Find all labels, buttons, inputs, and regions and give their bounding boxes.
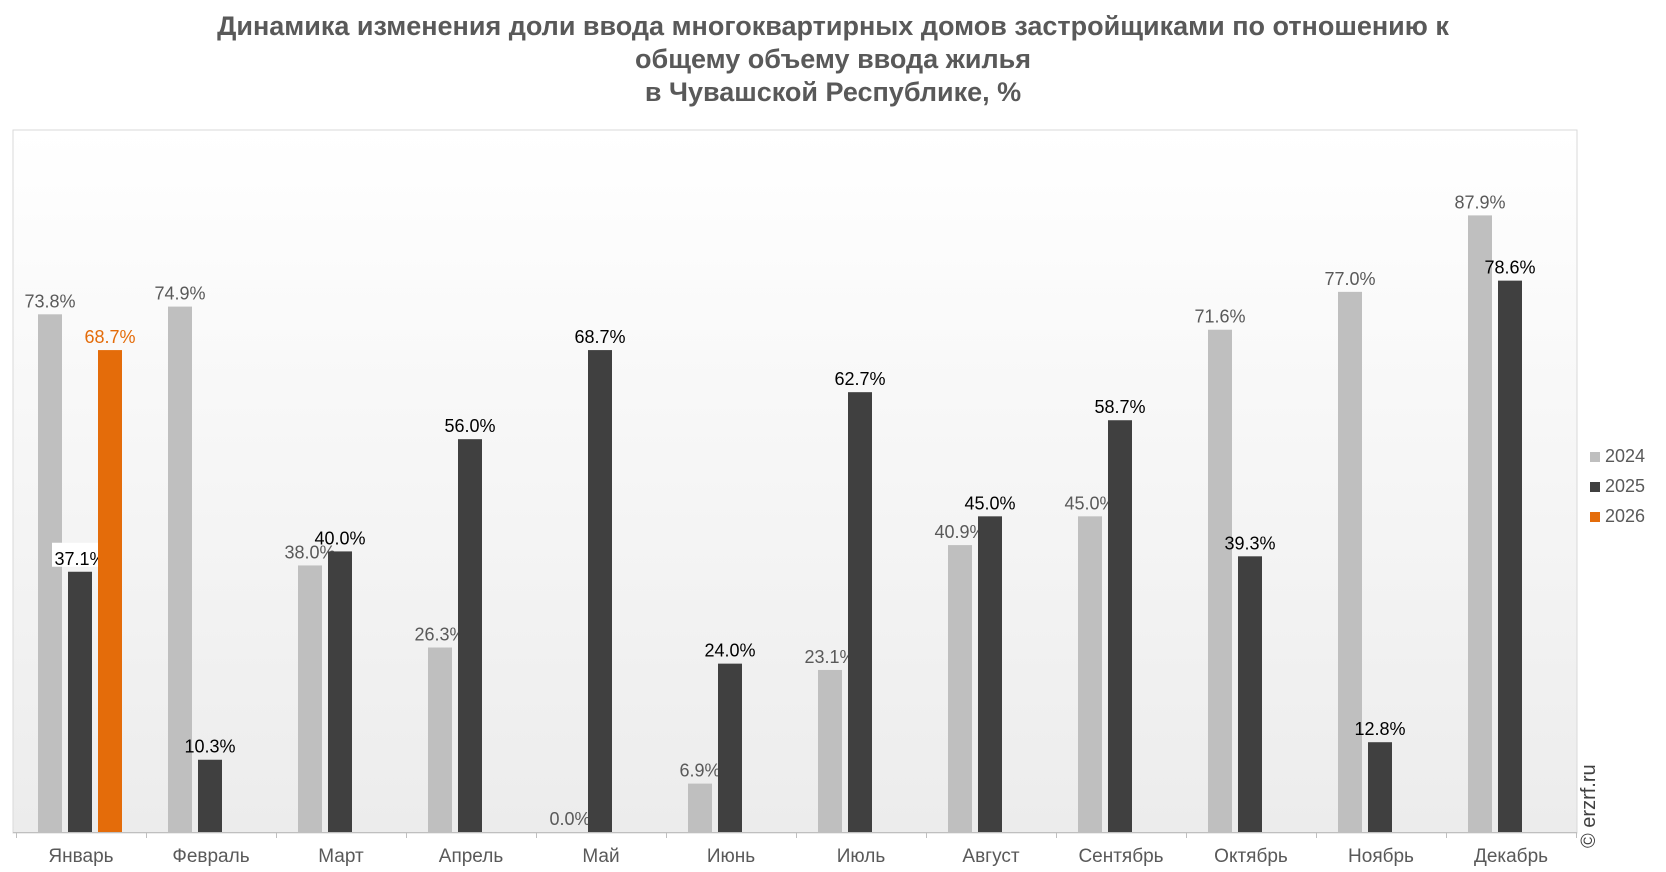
chart-title-line-3: в Чувашской Республике, %	[644, 77, 1022, 107]
data-label-2025: 56.0%	[444, 416, 495, 436]
x-tick-label: Июль	[837, 846, 886, 867]
bar-2025	[978, 516, 1002, 832]
data-label-2025: 12.8%	[1354, 719, 1405, 739]
data-label-2025: 10.3%	[184, 737, 235, 757]
plot-area	[12, 129, 1578, 834]
x-tick-label: Июнь	[707, 846, 755, 867]
data-label-2025: 37.1%	[54, 549, 105, 569]
bar-2024	[298, 565, 322, 832]
chart-title-line-2: общему объему ввода жилья	[635, 44, 1031, 74]
bar-2024	[38, 314, 62, 832]
bar-2024	[428, 647, 452, 832]
bar-2025	[1368, 742, 1392, 832]
data-label-2025: 78.6%	[1484, 258, 1535, 278]
bar-2025	[458, 439, 482, 832]
x-tick-label: Март	[318, 846, 364, 867]
data-label-2025: 40.0%	[314, 528, 365, 548]
bar-2024	[688, 783, 712, 832]
legend-swatch-2026	[1590, 512, 1600, 522]
x-tick-label: Сентябрь	[1078, 846, 1163, 867]
bar-2025	[1108, 420, 1132, 832]
data-label-2025: 62.7%	[834, 369, 885, 389]
legend-label-2024: 2024	[1605, 446, 1645, 466]
x-tick-label: Ноябрь	[1348, 846, 1414, 867]
legend-label-2025: 2025	[1605, 476, 1645, 496]
bar-2024	[948, 545, 972, 832]
data-label-2024: 77.0%	[1324, 269, 1375, 289]
data-label-2024: 0.0%	[549, 809, 590, 829]
bar-2025	[718, 663, 742, 832]
bar-2024	[818, 669, 842, 832]
legend-label-2026: 2026	[1605, 506, 1645, 526]
bar-2024	[1338, 291, 1362, 832]
x-tick-label: Май	[582, 846, 619, 867]
legend-swatch-2025	[1590, 482, 1600, 492]
bar-2025	[848, 392, 872, 832]
data-label-2025: 39.3%	[1224, 533, 1275, 553]
x-tick-label: Апрель	[439, 846, 504, 867]
data-label-2024: 6.9%	[679, 761, 720, 781]
data-label-2024: 71.6%	[1194, 307, 1245, 327]
legend-swatch-2024	[1590, 452, 1600, 462]
data-label-2024: 40.9%	[934, 522, 985, 542]
bar-2025	[1238, 556, 1262, 832]
bar-2024	[168, 306, 192, 832]
data-label-2024: 73.8%	[24, 291, 75, 311]
chart-title: Динамика изменения доли ввода многокварт…	[0, 10, 1666, 109]
data-label-2026: 68.7%	[84, 327, 135, 347]
x-tick-label: Декабрь	[1474, 846, 1548, 867]
data-label-2025: 68.7%	[574, 327, 625, 347]
x-tick-label: Август	[962, 846, 1019, 867]
copyright-watermark: © erzrf.ru	[1578, 764, 1600, 848]
bar-2025	[68, 571, 92, 832]
bar-2025	[1498, 280, 1522, 832]
bar-2026	[98, 350, 122, 832]
bar-2024	[1468, 215, 1492, 832]
x-tick-label: Октябрь	[1214, 846, 1288, 867]
bar-2024	[1208, 329, 1232, 832]
x-tick-label: Январь	[48, 846, 113, 867]
data-label-2024: 74.9%	[154, 284, 205, 304]
chart-title-line-1: Динамика изменения доли ввода многокварт…	[217, 11, 1449, 41]
data-label-2024: 45.0%	[1064, 493, 1115, 513]
data-label-2024: 23.1%	[804, 647, 855, 667]
bar-2024	[1078, 516, 1102, 832]
x-tick-label: Февраль	[172, 846, 249, 867]
bar-2025	[198, 759, 222, 832]
data-label-2024: 87.9%	[1454, 192, 1505, 212]
data-label-2024: 26.3%	[414, 625, 465, 645]
data-label-2025: 58.7%	[1094, 397, 1145, 417]
bar-2025	[328, 551, 352, 832]
bar-2025	[588, 350, 612, 832]
data-label-2025: 45.0%	[964, 493, 1015, 513]
data-label-2024: 38.0%	[284, 542, 335, 562]
data-label-2025: 24.0%	[704, 641, 755, 661]
